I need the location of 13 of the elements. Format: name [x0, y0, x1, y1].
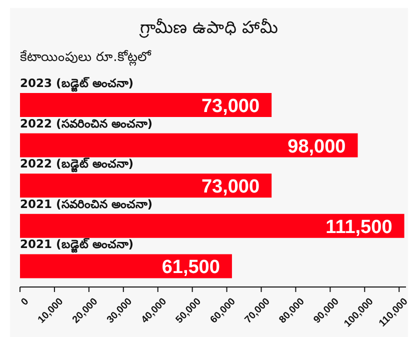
data-label: 111,500 — [326, 216, 392, 238]
data-label: 73,000 — [201, 176, 260, 198]
chart-title: గ్రామీణ ఉపాధి హామీ — [139, 18, 278, 38]
y-tick-label: 2021 (సవరించిన అంచనా) — [20, 196, 153, 211]
data-label: 73,000 — [201, 96, 260, 117]
data-label: 98,000 — [288, 136, 346, 158]
y-tick-label: 2023 (బడ్జెట్ అంచనా) — [20, 76, 134, 92]
chart-subtitle: కేటాయింపులు రూ.కోట్లలో — [20, 49, 152, 66]
y-tick-label: 2021 (బడ్జెట్ అంచనా) — [20, 237, 134, 254]
y-tick-label: 2022 (బడ్జెట్ అంచనా) — [20, 156, 134, 173]
y-tick-label: 2022 (సవరించిన అంచనా) — [20, 116, 153, 130]
data-label: 61,500 — [162, 257, 220, 278]
x-tick-label: 0 — [19, 296, 32, 308]
